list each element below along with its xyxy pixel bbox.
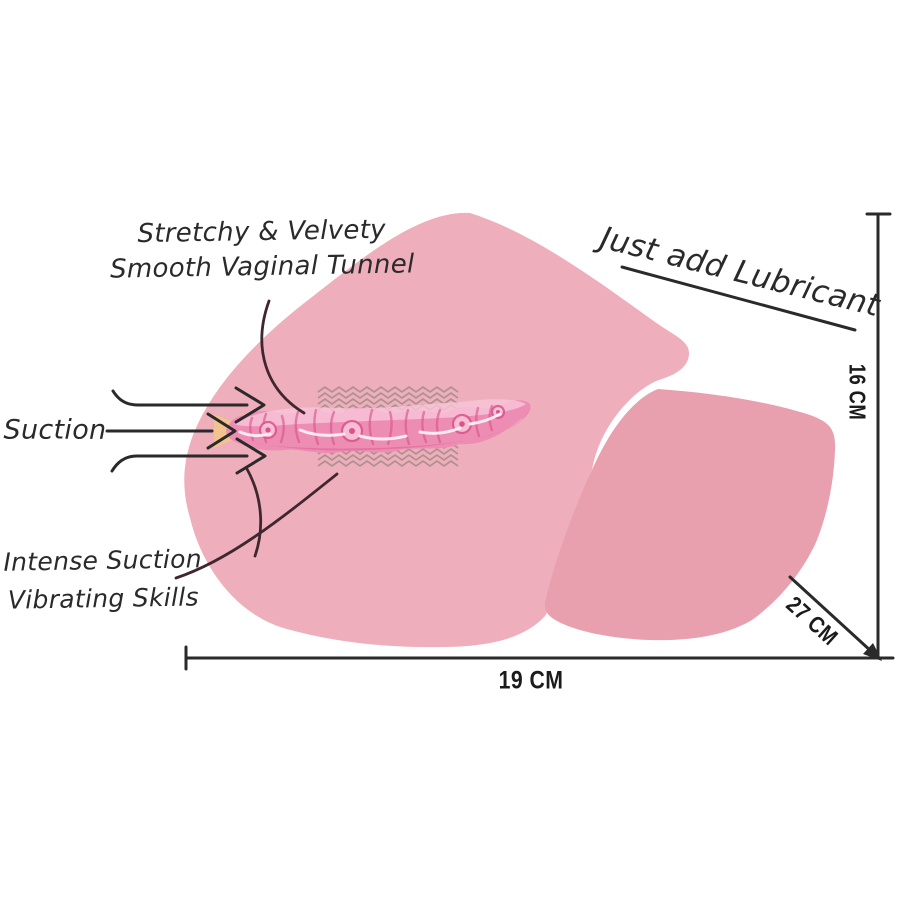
label-tunnel-line2: Smooth Vaginal Tunnel bbox=[109, 249, 415, 285]
suction-arrowhead-middle bbox=[206, 412, 237, 450]
tunnel-rings bbox=[258, 404, 506, 443]
tunnel-ring-dots bbox=[265, 410, 500, 434]
leader-tunnel-curve bbox=[260, 299, 306, 415]
label-suction: Suction bbox=[3, 414, 107, 446]
dimension-arrowhead-corner bbox=[863, 643, 882, 661]
dimension-label-height: 16 CM bbox=[844, 363, 871, 421]
tunnel-lightband bbox=[234, 399, 526, 427]
suction-arrowhead-top bbox=[234, 386, 266, 424]
leader-curves bbox=[174, 299, 339, 580]
label-vibration-line1: Intense Suction bbox=[3, 544, 203, 577]
dimension-line-depth bbox=[788, 575, 874, 654]
tunnel-highlights bbox=[238, 412, 502, 441]
suction-arrowhead-bottom bbox=[235, 437, 267, 475]
body-sleeve bbox=[544, 389, 836, 641]
dimension-arrowheads bbox=[863, 643, 882, 661]
label-vibration: Intense Suction Vibrating Skills bbox=[3, 540, 203, 619]
leader-hook-curve bbox=[245, 467, 263, 558]
note-underline bbox=[620, 265, 857, 332]
label-tunnel-line1: Stretchy & Velvety bbox=[137, 214, 387, 250]
leader-sweep-curve bbox=[174, 472, 339, 580]
suction-arrows-icon bbox=[105, 386, 267, 475]
suction-arrow-top bbox=[111, 389, 249, 407]
label-tunnel: Stretchy & Velvety Smooth Vaginal Tunnel bbox=[109, 212, 415, 287]
dimension-label-length: 19 CM bbox=[498, 666, 564, 695]
suction-arrow-bottom bbox=[110, 454, 249, 473]
dimension-lines bbox=[184, 212, 895, 671]
label-vibration-line2: Vibrating Skills bbox=[7, 582, 200, 615]
